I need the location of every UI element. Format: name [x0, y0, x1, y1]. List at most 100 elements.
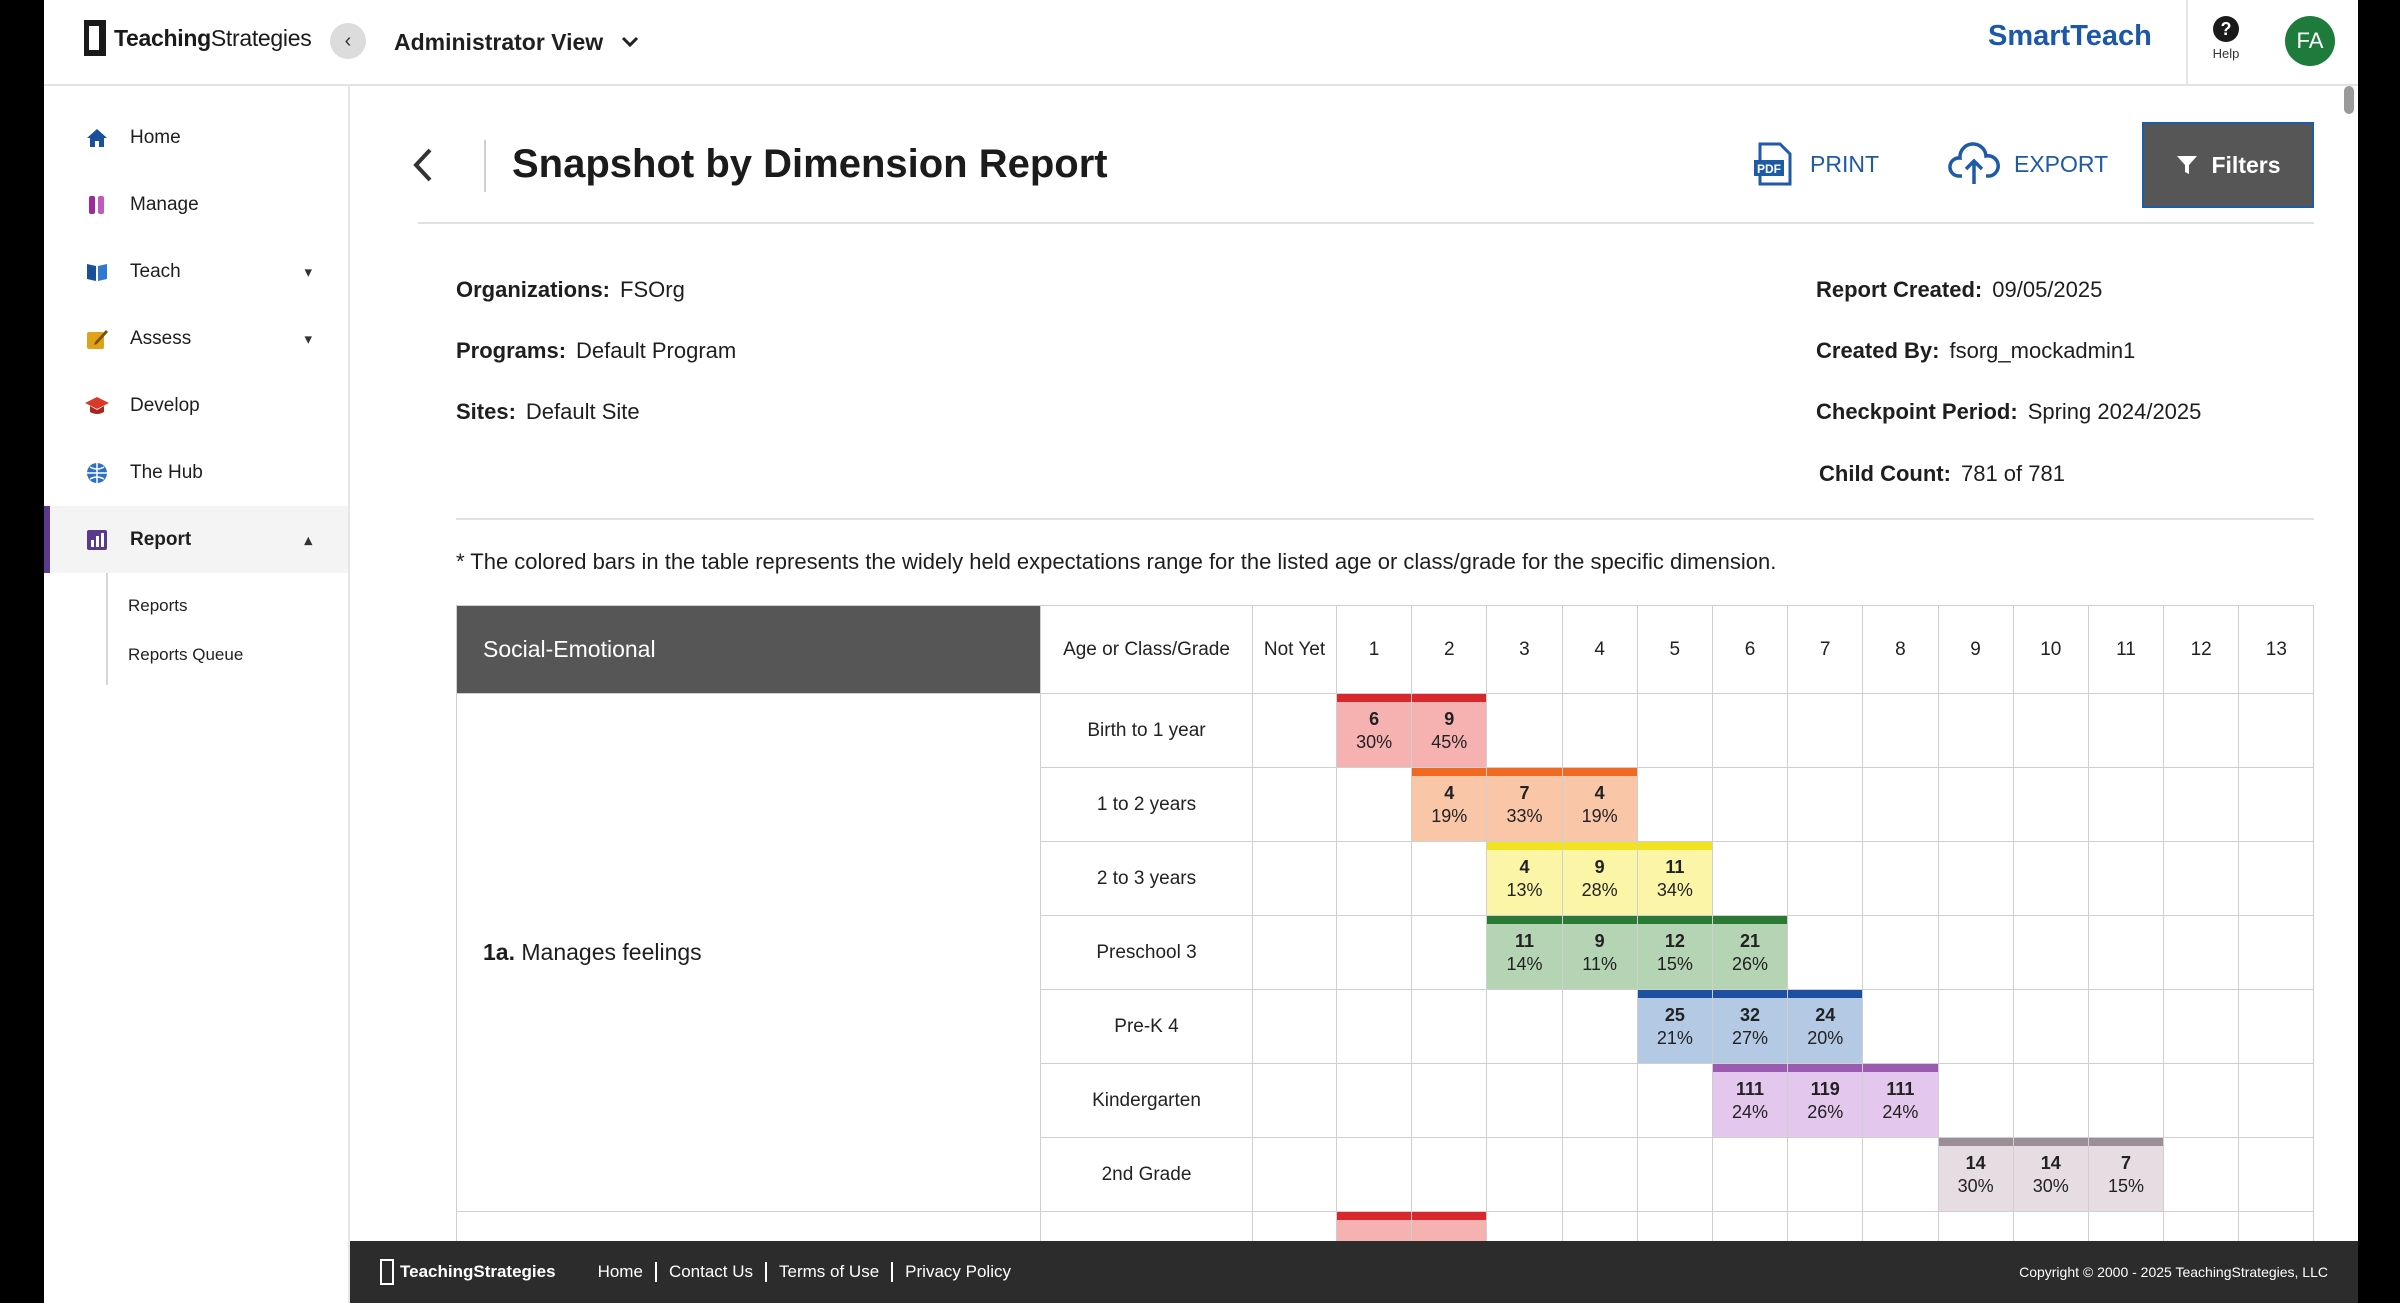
score-cell-content: 25 21%	[1637, 990, 1712, 1063]
export-button[interactable]: EXPORT	[1948, 142, 2108, 186]
score-cell	[1335, 1137, 1413, 1212]
expectation-range-bar	[1637, 842, 1712, 850]
sidebar-item-home[interactable]: Home	[44, 104, 348, 171]
print-button[interactable]: PDF PRINT	[1752, 142, 1879, 186]
measure-name: Manages feelings	[521, 939, 702, 965]
sidebar-item-label: Home	[130, 126, 181, 148]
expectation-range-bar	[1637, 990, 1712, 998]
chevron-down-icon: ▾	[304, 263, 312, 281]
sidebar-item-teach[interactable]: Teach ▾	[44, 238, 348, 305]
sidebar-item-develop[interactable]: Develop	[44, 372, 348, 439]
score-cell	[2012, 767, 2089, 842]
score-cell	[2163, 693, 2240, 768]
score-cell	[1252, 989, 1337, 1064]
score-cell-content: 4 19%	[1562, 768, 1637, 841]
vertical-scrollbar[interactable]	[2340, 86, 2358, 1241]
score-cell: 14 30%	[1937, 1137, 2014, 1212]
footer-link-contact-us[interactable]: Contact Us	[654, 1262, 765, 1282]
view-selector-label: Administrator View	[394, 28, 604, 55]
scrollbar-thumb[interactable]	[2344, 86, 2354, 114]
child-percent: 30%	[1957, 1175, 1994, 1196]
score-cell	[1711, 1211, 1789, 1241]
cloud-upload-icon	[1948, 142, 2000, 184]
meta-sites: Sites: Default Site	[456, 399, 640, 424]
score-cell: 32 27%	[1711, 989, 1789, 1064]
score-cell	[1561, 989, 1638, 1064]
level-header: 11	[2087, 605, 2165, 694]
help-icon: ?	[2213, 16, 2239, 42]
child-percent: 28%	[1581, 879, 1618, 900]
expectation-range-bar	[1712, 916, 1788, 924]
child-count: 7	[1519, 782, 1530, 803]
sidebar-item-report[interactable]: Report ▴	[44, 506, 348, 573]
expectation-range-bar	[1863, 1064, 1938, 1072]
sidebar-subitem-reports-queue[interactable]: Reports Queue	[128, 645, 244, 664]
score-cell	[2012, 915, 2089, 990]
meta-organizations: Organizations: FSOrg	[456, 277, 685, 302]
child-percent: 15%	[1656, 953, 1693, 974]
footer-logo[interactable]: TeachingStrategies	[380, 1259, 556, 1285]
child-count: 11	[1514, 930, 1534, 951]
filters-button[interactable]: Filters	[2142, 122, 2314, 208]
home-icon	[84, 125, 110, 151]
chevron-down-icon	[622, 36, 639, 48]
score-cell	[1787, 915, 1864, 990]
expectation-range-bar	[1337, 694, 1412, 702]
score-cell	[2012, 989, 2089, 1064]
score-cell	[2087, 989, 2165, 1064]
expectation-range-bar	[1712, 1064, 1788, 1072]
score-cell	[1711, 1137, 1789, 1212]
chevron-down-icon: ▾	[304, 330, 312, 348]
chevron-left-icon	[413, 148, 432, 182]
back-button[interactable]	[410, 146, 434, 194]
score-cell	[1411, 841, 1488, 916]
user-avatar[interactable]: FA	[2285, 16, 2335, 66]
child-percent: 14%	[1506, 953, 1543, 974]
footer-link-home[interactable]: Home	[597, 1262, 643, 1281]
score-cell	[1486, 1137, 1563, 1212]
svg-text:PDF: PDF	[1757, 162, 1781, 176]
help-button[interactable]: ? Help	[2186, 0, 2264, 84]
child-count: 32	[1740, 1004, 1761, 1025]
expectation-range-bar	[1637, 916, 1712, 924]
score-cell: 11 34%	[1636, 841, 1713, 916]
score-cell	[2012, 693, 2089, 768]
sidebar-item-the-hub[interactable]: The Hub	[44, 439, 348, 506]
score-cell	[1486, 693, 1563, 768]
score-cell	[1787, 693, 1864, 768]
child-percent: 33%	[1506, 805, 1543, 826]
score-cell	[1636, 1063, 1713, 1138]
dimension-header: Social-Emotional	[456, 605, 1041, 694]
score-cell	[2012, 841, 2089, 916]
score-cell	[1787, 767, 1864, 842]
score-cell-content: 12 15%	[1637, 916, 1712, 989]
sidebar-subitem-reports[interactable]: Reports	[128, 596, 188, 615]
score-cell	[1862, 989, 1939, 1064]
sidebar-item-label: Report	[130, 528, 192, 550]
expectation-range-bar	[1412, 768, 1487, 776]
sidebar-item-manage[interactable]: Manage	[44, 171, 348, 238]
level-header: 4	[1561, 605, 1638, 694]
score-cell-content: 14 30%	[2013, 1138, 2088, 1211]
collapse-sidebar-button[interactable]: ‹	[330, 23, 366, 59]
score-cell-content: 7 33%	[1487, 768, 1562, 841]
score-cell: 111 24%	[1862, 1063, 1939, 1138]
score-cell-content: 9 11%	[1562, 916, 1637, 989]
expectation-range-bar	[1412, 1212, 1487, 1220]
footer-link-privacy-policy[interactable]: Privacy Policy	[891, 1262, 1023, 1282]
expectation-range-bar	[1562, 842, 1637, 850]
score-cell	[1335, 915, 1413, 990]
child-count: 9	[1594, 856, 1605, 877]
footer-link-terms-of-use[interactable]: Terms of Use	[765, 1262, 891, 1282]
score-cell	[2238, 989, 2315, 1064]
teaching-strategies-logo[interactable]: TeachingStrategies	[84, 18, 312, 58]
child-count: 111	[1736, 1078, 1765, 1099]
filter-icon	[2177, 156, 2198, 174]
view-selector[interactable]: Administrator View	[394, 24, 639, 60]
sidebar-item-assess[interactable]: Assess ▾	[44, 305, 348, 372]
expectation-range-bar	[1562, 916, 1637, 924]
table-row: 5 10	[456, 1211, 2315, 1241]
score-cell	[2087, 767, 2165, 842]
score-cell	[1335, 841, 1413, 916]
logo-text-bold: Teaching	[114, 24, 211, 51]
